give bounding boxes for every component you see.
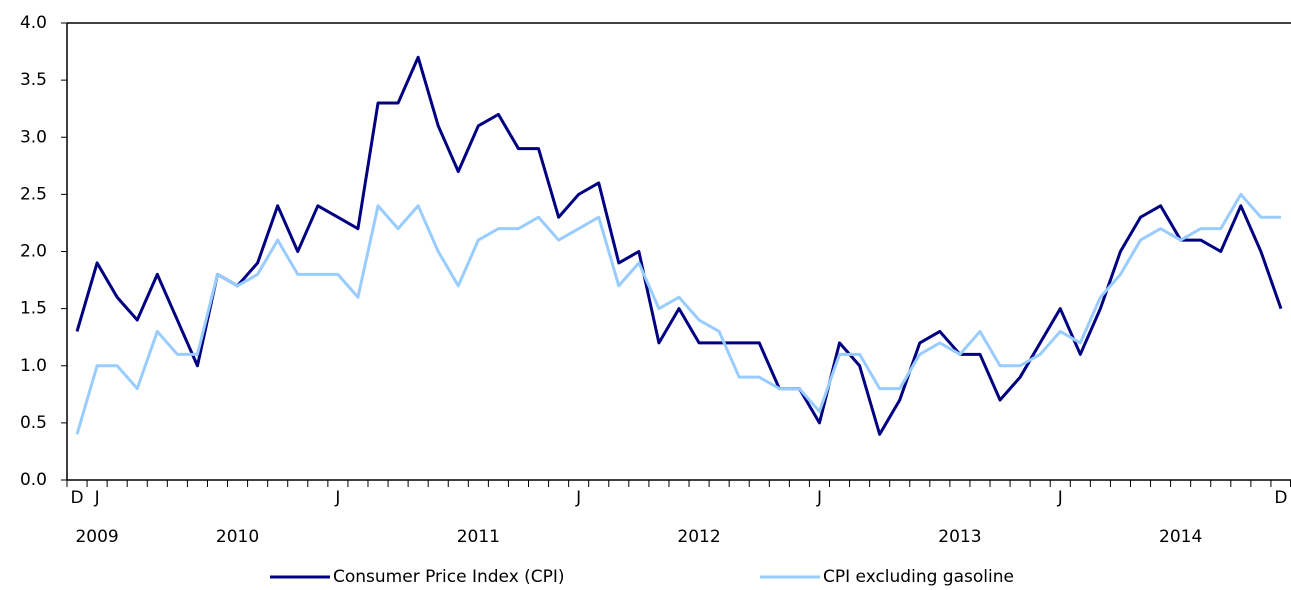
x-tick-label: J	[334, 488, 340, 508]
series-line	[75, 192, 1281, 435]
year-label: 2013	[938, 527, 981, 547]
x-tick-label: J	[816, 488, 822, 508]
x-tick-label: D	[70, 488, 83, 508]
x-tick-label: D	[1274, 488, 1287, 508]
year-label: 2010	[216, 527, 259, 547]
legend-label: CPI excluding gasoline	[823, 567, 1014, 587]
year-label: 2014	[1159, 527, 1202, 547]
series-line	[75, 55, 1283, 436]
y-tick-label: 1.0	[20, 356, 47, 376]
y-tick-label: 2.0	[20, 242, 47, 262]
x-tick-label: J	[94, 488, 100, 508]
y-tick-label: 3.0	[20, 127, 47, 147]
year-label: 2009	[75, 527, 118, 547]
y-tick-label: 0.5	[20, 413, 47, 433]
y-tick-label: 0.0	[20, 470, 47, 490]
y-tick-label: 1.5	[20, 299, 47, 319]
year-label: 2011	[457, 527, 500, 547]
legend-label: Consumer Price Index (CPI)	[333, 567, 565, 587]
x-tick-label: J	[1057, 488, 1063, 508]
y-tick-label: 2.5	[20, 184, 47, 204]
y-tick-label: 4.0	[20, 13, 47, 33]
x-tick-label: J	[575, 488, 581, 508]
year-label: 2012	[677, 527, 720, 547]
y-tick-label: 3.5	[20, 70, 47, 90]
